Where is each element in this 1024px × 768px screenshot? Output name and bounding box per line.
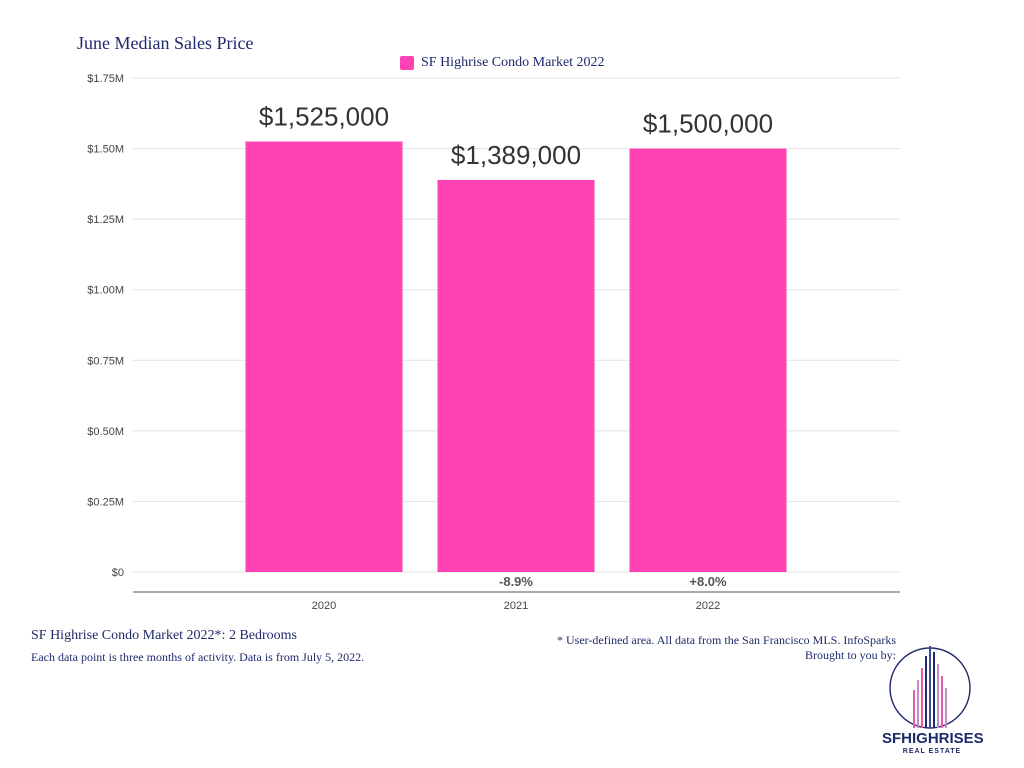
x-tick-label: 2021	[504, 600, 528, 612]
y-tick-label: $1.75M	[87, 73, 124, 85]
legend: SF Highrise Condo Market 2022	[400, 55, 605, 71]
y-tick-label: $0.25M	[87, 496, 124, 508]
bar	[629, 148, 787, 573]
skyline-logo-icon	[889, 646, 971, 729]
x-tick-label: 2022	[696, 600, 720, 612]
logo-brand: SFHIGHRISES	[882, 730, 984, 747]
y-tick-label: $0.75M	[87, 355, 124, 367]
sfhighrises-logo: SFHIGHRISES REAL ESTATE	[882, 642, 984, 760]
footer-note: Each data point is three months of activ…	[31, 650, 365, 664]
y-tick-label: $1.25M	[87, 214, 124, 226]
value-label: $1,500,000	[643, 109, 773, 139]
brought-by-text: Brought to you by:	[804, 648, 896, 662]
legend-label: SF Highrise Condo Market 2022	[421, 55, 605, 70]
chart-title: June Median Sales Price	[77, 33, 254, 53]
logo-tagline: REAL ESTATE	[902, 748, 962, 755]
x-tick-label: 2020	[312, 600, 336, 612]
y-tick-label: $0	[112, 567, 124, 579]
y-tick-label: $1.50M	[87, 144, 124, 156]
change-label: -8.9%	[499, 574, 533, 589]
change-label: +8.0%	[689, 574, 727, 589]
footer-subtitle: SF Highrise Condo Market 2022*: 2 Bedroo…	[31, 628, 297, 643]
value-label: $1,525,000	[259, 102, 389, 132]
footer-source: * User-defined area. All data from the S…	[557, 633, 896, 663]
bar	[437, 179, 595, 572]
bar-chart: $0 $0.25M $0.50M $0.75M $1.00M $1.25M $1.50M $1…	[87, 73, 900, 612]
y-tick-label: $0.50M	[87, 426, 124, 438]
legend-swatch	[400, 56, 414, 70]
y-tick-label: $1.00M	[87, 285, 124, 297]
value-label: $1,389,000	[451, 140, 581, 170]
bar	[245, 141, 403, 572]
source-text: * User-defined area. All data from the S…	[557, 633, 896, 647]
